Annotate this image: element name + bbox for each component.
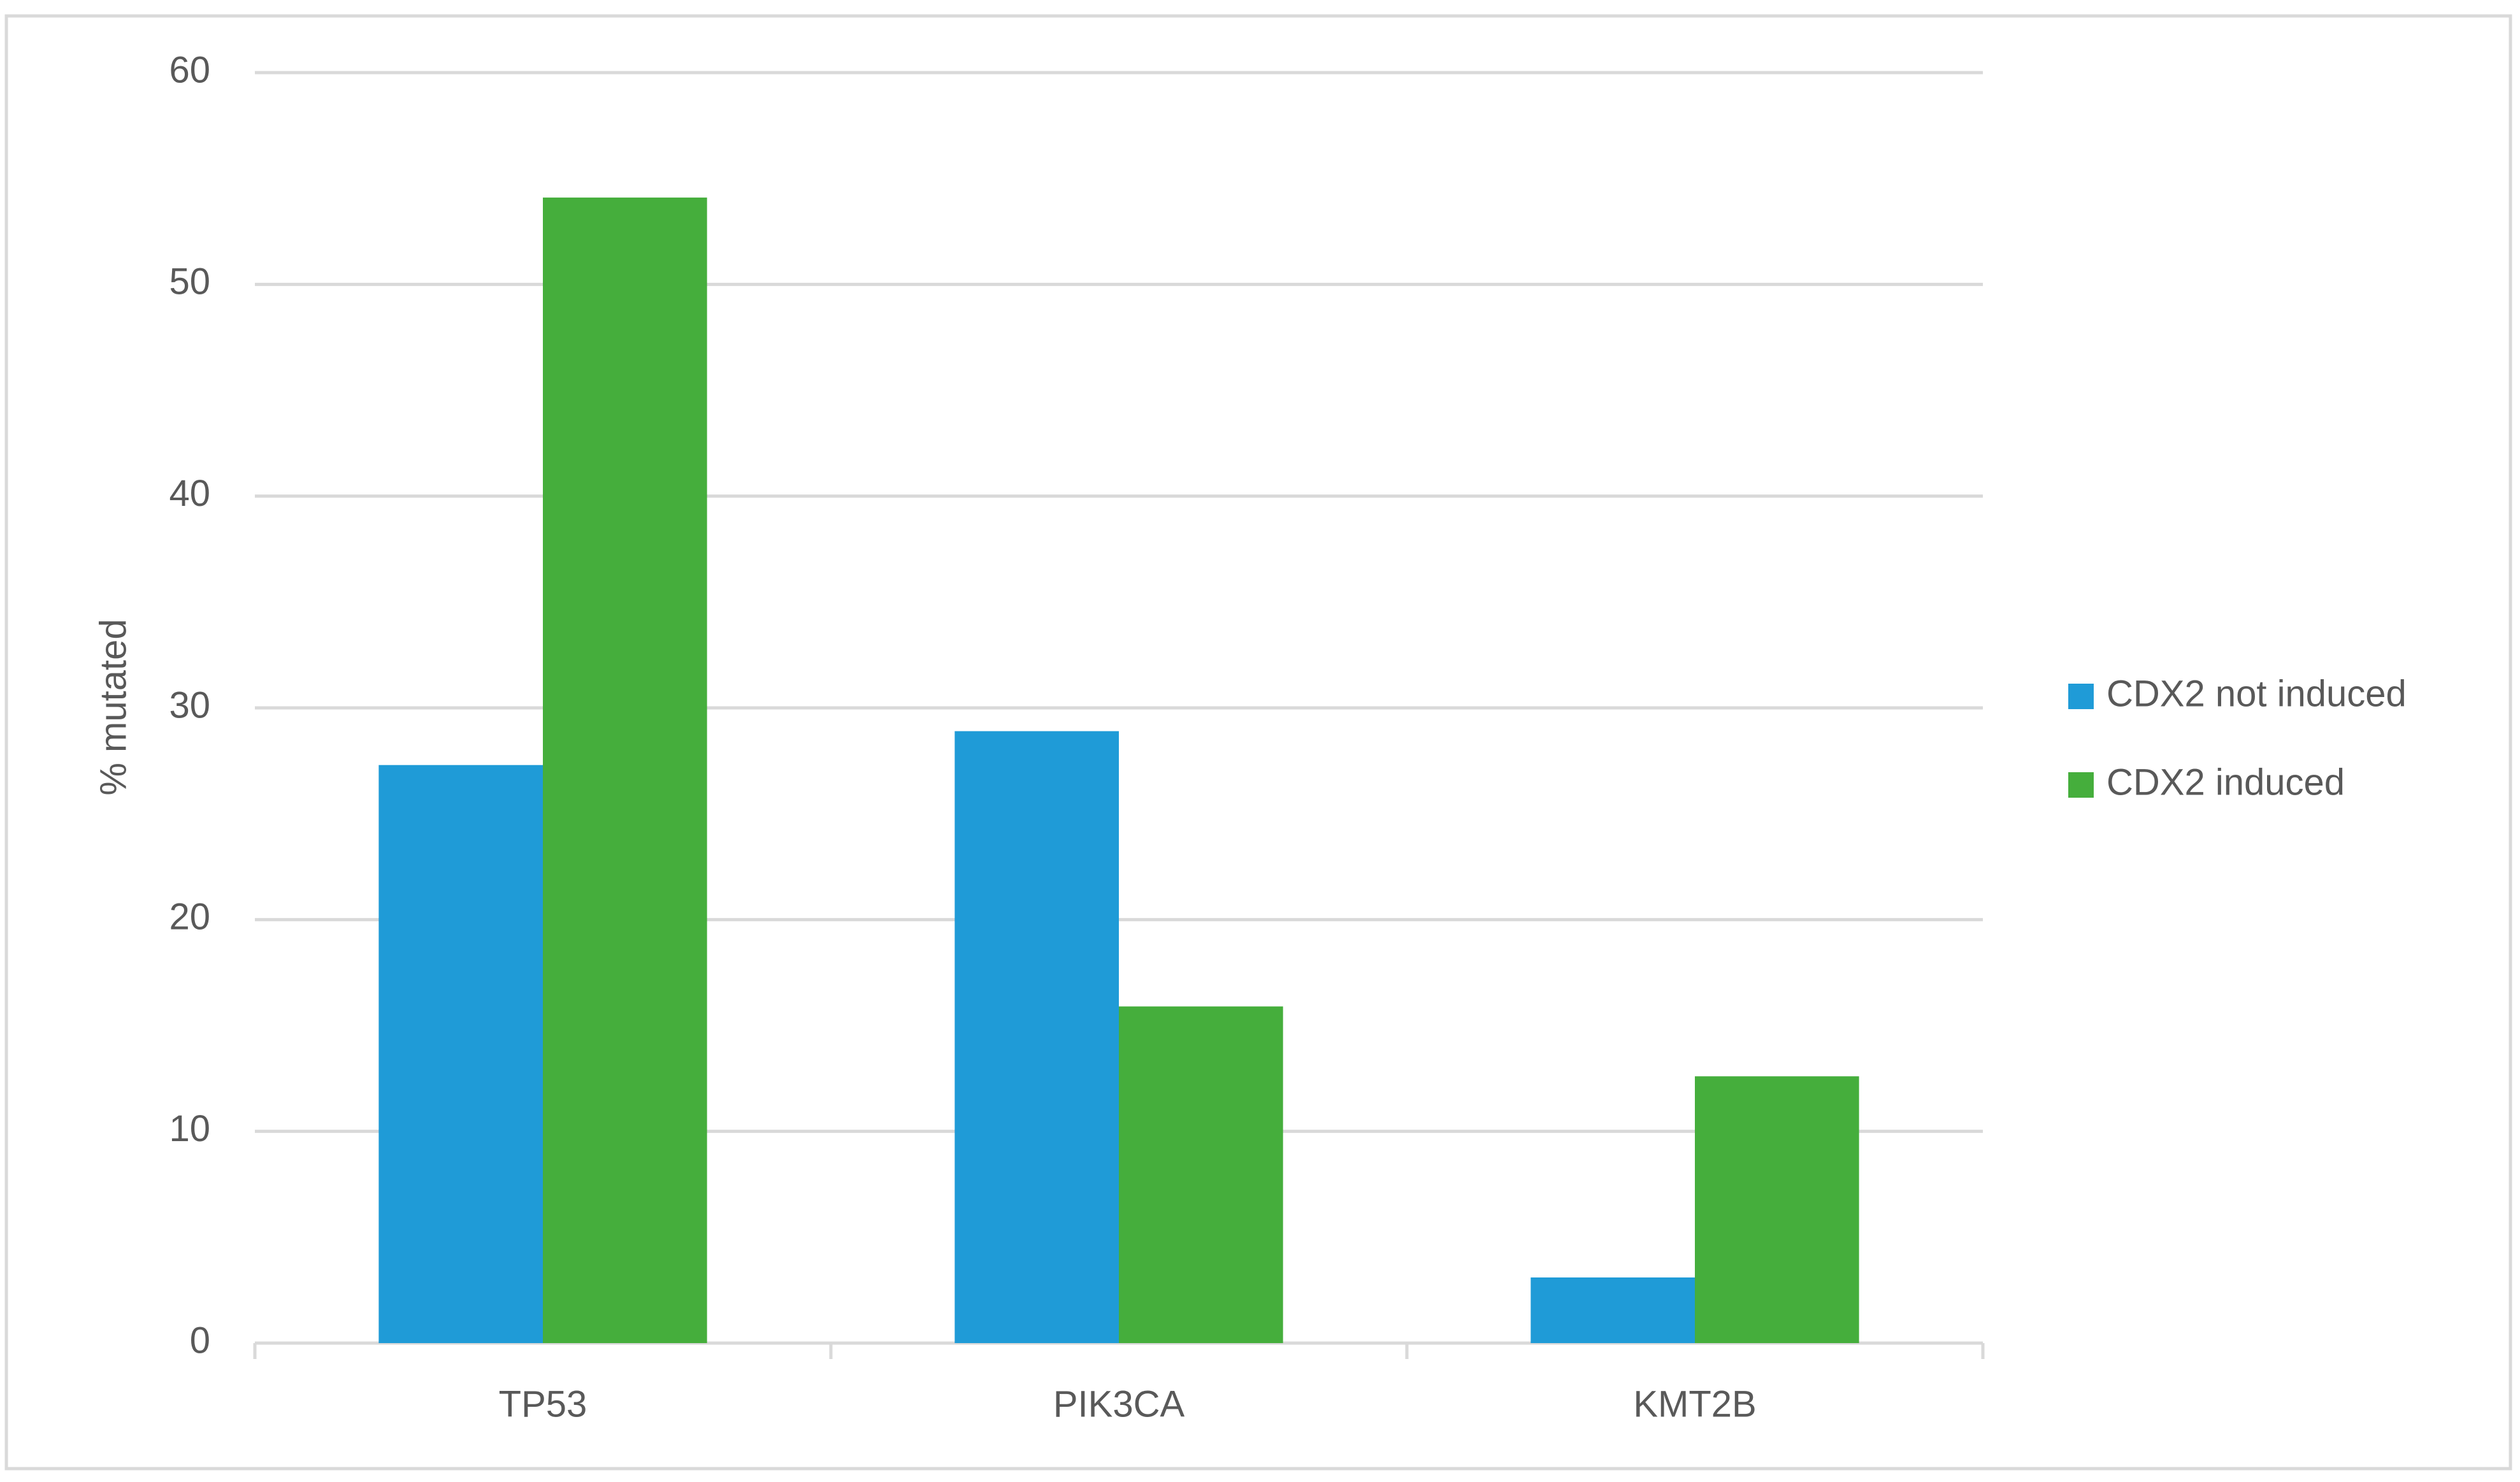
y-axis-title: % mutated [92,619,134,795]
x-tick-label: TP53 [499,1383,587,1425]
legend-swatch [2068,684,2094,709]
bar [1695,1076,1859,1343]
legend-label: CDX2 not induced [2106,673,2407,714]
bar [954,731,1119,1343]
x-tick-label: PIK3CA [1053,1383,1185,1425]
bar [1119,1006,1283,1343]
y-tick-label: 60 [169,49,210,90]
bar [378,765,543,1343]
bar [543,198,707,1343]
y-tick-label: 0 [190,1320,210,1361]
y-tick-label: 50 [169,261,210,303]
y-tick-label: 30 [169,684,210,726]
y-tick-label: 40 [169,473,210,514]
x-tick-label: KMT2B [1633,1383,1756,1425]
y-tick-label: 20 [169,896,210,938]
bar [1530,1277,1695,1343]
legend-label: CDX2 induced [2106,761,2345,803]
y-tick-label: 10 [169,1108,210,1149]
legend-swatch [2068,772,2094,798]
